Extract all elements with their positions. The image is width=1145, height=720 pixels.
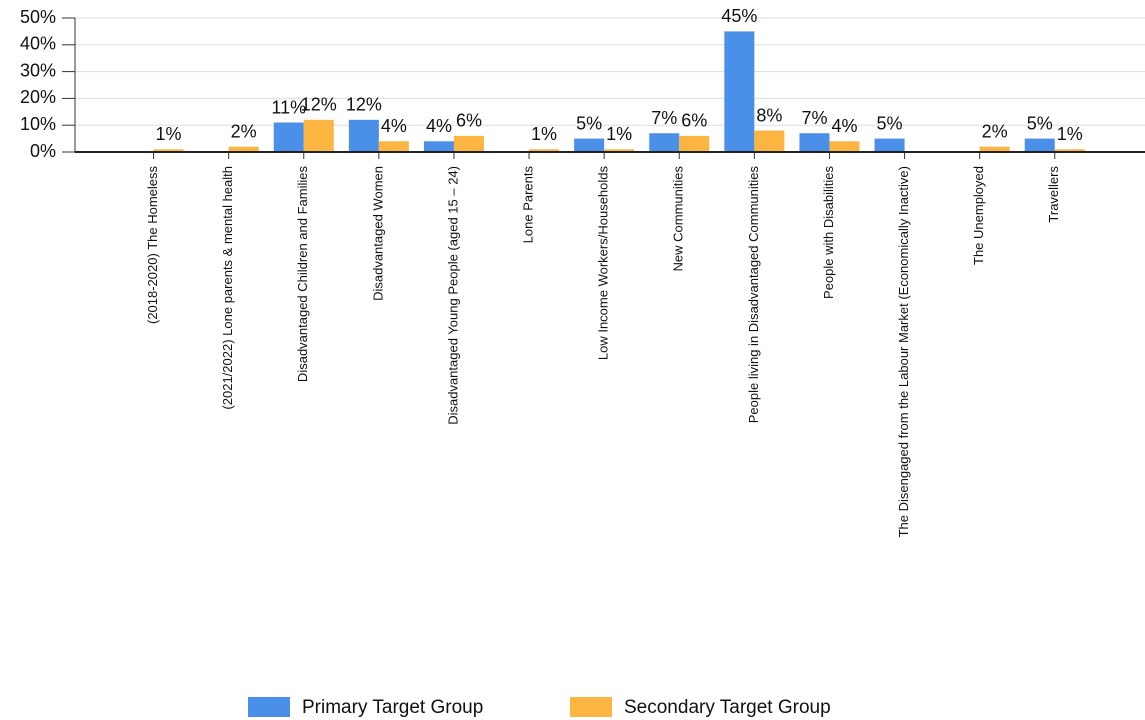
bar bbox=[529, 149, 560, 152]
x-tick-label: Disadvantaged Women bbox=[370, 166, 385, 301]
x-tick-label: The Unemployed bbox=[971, 166, 986, 265]
bar bbox=[423, 141, 454, 152]
y-tick-label: 40% bbox=[20, 34, 56, 54]
bar bbox=[1024, 138, 1055, 152]
x-tick-label: Disadvantaged Children and Families bbox=[295, 166, 310, 383]
legend-swatch bbox=[248, 697, 290, 717]
value-label: 1% bbox=[156, 124, 182, 144]
value-label: 12% bbox=[346, 95, 382, 115]
x-tick-label: Travellers bbox=[1046, 166, 1061, 223]
value-label: 6% bbox=[456, 111, 482, 131]
x-tick-label: (2021/2022) Lone parents & mental health bbox=[220, 166, 235, 410]
bar bbox=[979, 146, 1010, 152]
value-label: 4% bbox=[381, 116, 407, 136]
y-tick-label: 10% bbox=[20, 114, 56, 134]
bar bbox=[874, 138, 905, 152]
legend-label: Primary Target Group bbox=[302, 697, 483, 718]
value-label: 4% bbox=[831, 116, 857, 136]
value-label: 6% bbox=[681, 111, 707, 131]
x-tick-label: The Disengaged from the Labour Market (E… bbox=[896, 166, 911, 537]
bar bbox=[273, 122, 304, 152]
x-tick-label: People with Disabilities bbox=[821, 166, 836, 299]
y-tick-label: 20% bbox=[20, 87, 56, 107]
x-tick-label: Low Income Workers/Households bbox=[596, 166, 611, 361]
bar bbox=[453, 135, 484, 152]
legend-label: Secondary Target Group bbox=[624, 697, 831, 718]
bar bbox=[679, 135, 710, 152]
value-label: 11% bbox=[271, 97, 306, 117]
bar bbox=[754, 130, 785, 152]
value-label: 5% bbox=[1027, 113, 1053, 133]
value-label: 1% bbox=[531, 124, 557, 144]
value-label: 12% bbox=[301, 95, 337, 115]
bar bbox=[1054, 149, 1085, 152]
bar bbox=[574, 138, 605, 152]
value-label: 5% bbox=[877, 113, 903, 133]
bar bbox=[604, 149, 635, 152]
bar bbox=[303, 119, 334, 152]
bar bbox=[799, 133, 830, 152]
bar bbox=[228, 146, 259, 152]
bar bbox=[153, 149, 184, 152]
value-label: 2% bbox=[982, 121, 1008, 141]
x-tick-label: Lone Parents bbox=[520, 166, 535, 244]
bar bbox=[649, 133, 680, 152]
value-label: 5% bbox=[576, 113, 602, 133]
value-label: 8% bbox=[756, 105, 782, 125]
x-tick-label: People living in Disadvantaged Communiti… bbox=[746, 166, 761, 424]
bar bbox=[378, 141, 409, 152]
value-label: 4% bbox=[426, 116, 452, 136]
value-label: 45% bbox=[721, 6, 757, 26]
legend-swatch bbox=[570, 697, 612, 717]
value-label: 2% bbox=[231, 121, 257, 141]
bar bbox=[724, 31, 755, 152]
value-label: 1% bbox=[1057, 124, 1083, 144]
y-tick-label: 50% bbox=[20, 7, 56, 27]
value-label: 1% bbox=[606, 124, 632, 144]
bar bbox=[348, 119, 379, 152]
x-tick-label: New Communities bbox=[671, 166, 686, 272]
y-tick-label: 0% bbox=[30, 141, 56, 161]
x-tick-label: (2018-2020) The Homeless bbox=[145, 166, 160, 325]
value-label: 7% bbox=[801, 108, 827, 128]
x-tick-label: Disadvantaged Young People (aged 15 – 24… bbox=[445, 166, 460, 425]
value-label: 7% bbox=[651, 108, 677, 128]
y-tick-label: 30% bbox=[20, 60, 56, 80]
bar bbox=[829, 141, 860, 152]
